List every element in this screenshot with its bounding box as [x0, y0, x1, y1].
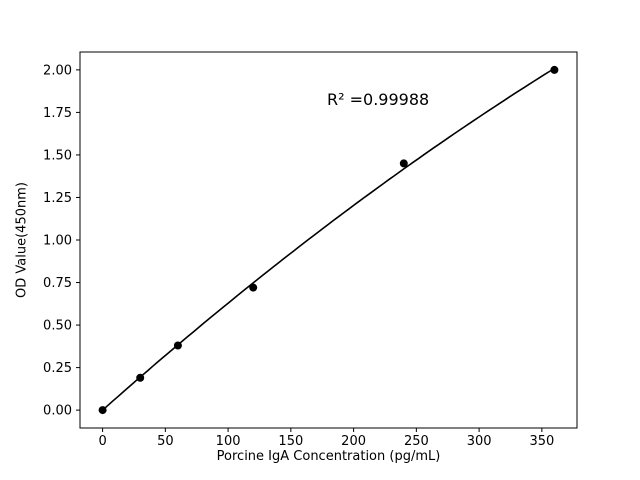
fit-curve: [101, 67, 556, 411]
x-tick-label: 50: [157, 434, 174, 449]
y-tick-label: 1.25: [43, 191, 72, 206]
data-point: [173, 341, 182, 350]
y-tick-label: 0.75: [43, 276, 72, 291]
x-tick-label: 100: [216, 434, 241, 449]
x-tick-label: 150: [278, 434, 303, 449]
y-tick-label: 1.50: [43, 148, 72, 163]
x-tick-label: 300: [467, 434, 492, 449]
x-tick-label: 200: [341, 434, 366, 449]
x-axis-label: Porcine IgA Concentration (pg/mL): [216, 449, 441, 464]
data-point: [249, 283, 258, 292]
data-point: [399, 159, 408, 168]
y-tick-label: 0.00: [43, 404, 72, 419]
y-tick-label: 1.75: [43, 106, 72, 121]
r-squared-annotation: R² =0.99988: [327, 90, 430, 109]
x-tick-label: 350: [529, 434, 554, 449]
y-tick-label: 0.50: [43, 319, 72, 334]
y-tick-label: 0.25: [43, 361, 72, 376]
data-point: [550, 65, 559, 74]
y-axis-label: OD Value(450nm): [14, 182, 30, 298]
y-tick-label: 1.00: [43, 234, 72, 249]
x-tick-label: 0: [98, 434, 106, 449]
data-point: [136, 373, 145, 382]
y-tick-label: 2.00: [43, 63, 72, 78]
data-point: [98, 406, 107, 415]
x-tick-label: 250: [404, 434, 429, 449]
